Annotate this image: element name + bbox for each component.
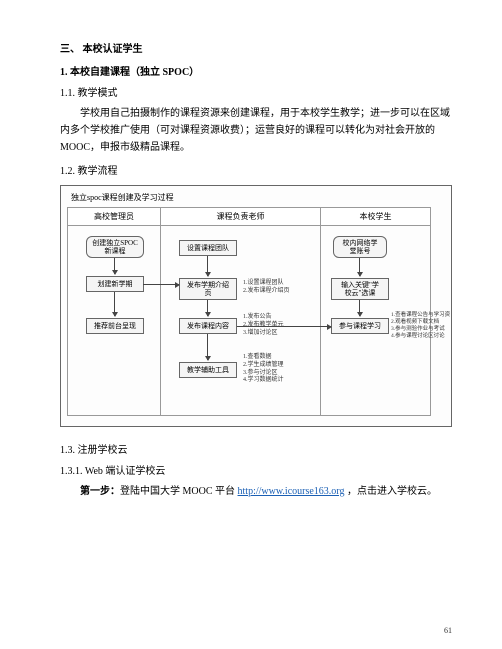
subsubsub-heading: 1.3.1. Web 端认证学校云 [60,462,452,477]
flow-note: 1.设置课程团队 2.发布课程介绍页 [243,280,290,296]
flow-node: 发布课程内容 [179,318,237,334]
lane-header: 高校管理员 [67,207,161,226]
flow-note: 1.查看数据 2.学生成绩管理 3.参与讨论区 4.学习数据统计 [243,354,284,385]
lane-header: 课程负责老师 [161,207,321,226]
flow-node: 划建新学期 [86,276,144,292]
flow-node: 发布学期介绍 页 [179,278,237,300]
lane-header: 本校学生 [321,207,431,226]
flow-node: 设置课程团队 [179,240,237,256]
flow-node: 教学辅助工具 [179,362,237,378]
step-label: 第一步： [80,486,120,497]
subsub-heading: 1.3. 注册学校云 [60,441,452,456]
paragraph: 第一步：登陆中国大学 MOOC 平台 http://www.icourse163… [60,483,452,500]
paragraph: 学校用自己拍摄制作的课程资源来创建课程，用于本校学生教学；进一步可以在区域内多个… [60,105,452,156]
flow-node: 创建独立SPOC 新课程 [86,236,144,258]
lanes-body: 创建独立SPOC 新课程 划建新学期 推荐前台呈现 设置课程团队 发布学期介绍 … [67,226,445,416]
text: 登陆中国大学 MOOC 平台 [120,486,238,497]
url-link[interactable]: http://www.icourse163.org [238,486,345,497]
flow-node: 参与课程学习 [331,318,389,334]
section-heading: 三、 本校认证学生 [60,40,452,55]
subsub-heading: 1.1. 教学模式 [60,84,452,99]
page-number: 61 [444,626,452,635]
text: ，点击进入学校云。 [344,486,437,497]
flow-node: 推荐前台呈现 [86,318,144,334]
flow-node: 校内网络学 堂账号 [333,236,387,258]
flowchart: 独立spoc课程创建及学习过程 高校管理员 课程负责老师 本校学生 创建独立SP… [60,185,452,427]
subsub-heading: 1.2. 教学流程 [60,162,452,177]
subsection-heading: 1. 本校自建课程（独立 SPOC） [60,63,452,78]
lane-headers: 高校管理员 课程负责老师 本校学生 [67,207,445,226]
flow-note: 1.查看课程公告与学习资 2.观看视频下载文档 3.参与测验作业与考试 4.参与… [391,312,471,341]
flow-node: 输入关键"学 校云"选课 [331,278,389,300]
flowchart-title: 独立spoc课程创建及学习过程 [67,192,445,203]
